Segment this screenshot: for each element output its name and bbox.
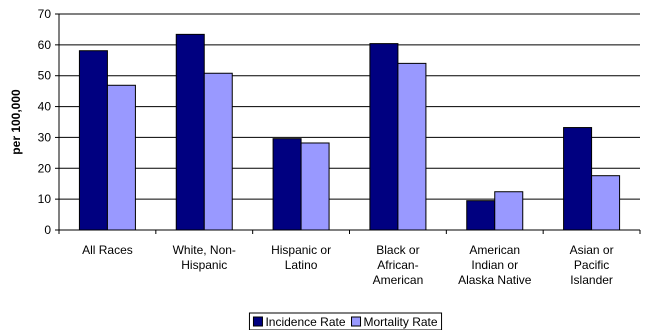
- x-category-label-line: All Races: [82, 243, 133, 257]
- y-tick-label: 60: [38, 38, 52, 52]
- x-category-label: Hispanic or Latino: [271, 243, 331, 272]
- legend-swatch: [351, 316, 362, 327]
- bar-mortality-rate-0: [106, 84, 136, 231]
- bar-incidence-rate-0: [78, 50, 108, 231]
- bar-mortality-rate-4: [494, 191, 524, 231]
- bars: [78, 33, 621, 231]
- y-tick-label: 20: [38, 161, 52, 175]
- legend: Incidence Rate Mortality Rate: [248, 312, 443, 330]
- x-category-label: Asian or Pacific Islander: [570, 243, 614, 287]
- y-tick-label: 50: [38, 69, 52, 83]
- x-category-label-line: American: [469, 243, 520, 257]
- bar-mortality-rate-5: [591, 175, 621, 231]
- x-category-label-line: Hispanic or: [271, 243, 331, 257]
- y-tick-label: 10: [38, 192, 52, 206]
- bar-incidence-rate-2: [272, 138, 302, 231]
- legend-label: Incidence Rate: [265, 315, 345, 329]
- y-tick-label: 40: [38, 100, 52, 114]
- y-tick-label: 70: [38, 7, 52, 21]
- x-category-label-line: White, Non-: [173, 243, 236, 257]
- x-category-label-line: Alaska Native: [458, 273, 532, 287]
- legend-box: [248, 312, 443, 330]
- x-category-label-line: Islander: [570, 273, 613, 287]
- gridlines: [59, 13, 640, 200]
- x-category-label-line: Asian or: [570, 243, 614, 257]
- x-category-label-line: Black or: [376, 243, 419, 257]
- legend-swatch: [252, 316, 263, 327]
- y-tick-label: 0: [44, 223, 51, 237]
- x-category-label-line: American: [373, 273, 424, 287]
- bar-incidence-rate-5: [563, 127, 593, 231]
- bar-incidence-rate-4: [466, 200, 496, 231]
- bar-mortality-rate-1: [203, 72, 233, 231]
- x-category-label: All Races: [82, 243, 133, 257]
- bar-mortality-rate-3: [397, 62, 427, 231]
- bar-incidence-rate-3: [369, 43, 399, 231]
- x-category-label: White, Non-Hispanic: [173, 243, 236, 272]
- x-category-label-line: Latino: [285, 258, 318, 272]
- y-axis-title: per 100,000: [9, 89, 23, 155]
- x-category-label-line: Pacific: [574, 258, 609, 272]
- legend-label: Mortality Rate: [364, 315, 438, 329]
- bar-incidence-rate-1: [175, 33, 205, 231]
- x-category-label: Black or African-American: [373, 243, 424, 287]
- x-category-label-line: Hispanic: [181, 258, 227, 272]
- x-category-label: American Indian or Alaska Native: [458, 243, 532, 287]
- x-category-label-line: African-: [377, 258, 418, 272]
- y-tick-label: 30: [38, 130, 52, 144]
- x-category-label-line: Indian or: [471, 258, 518, 272]
- bar-mortality-rate-2: [300, 142, 330, 231]
